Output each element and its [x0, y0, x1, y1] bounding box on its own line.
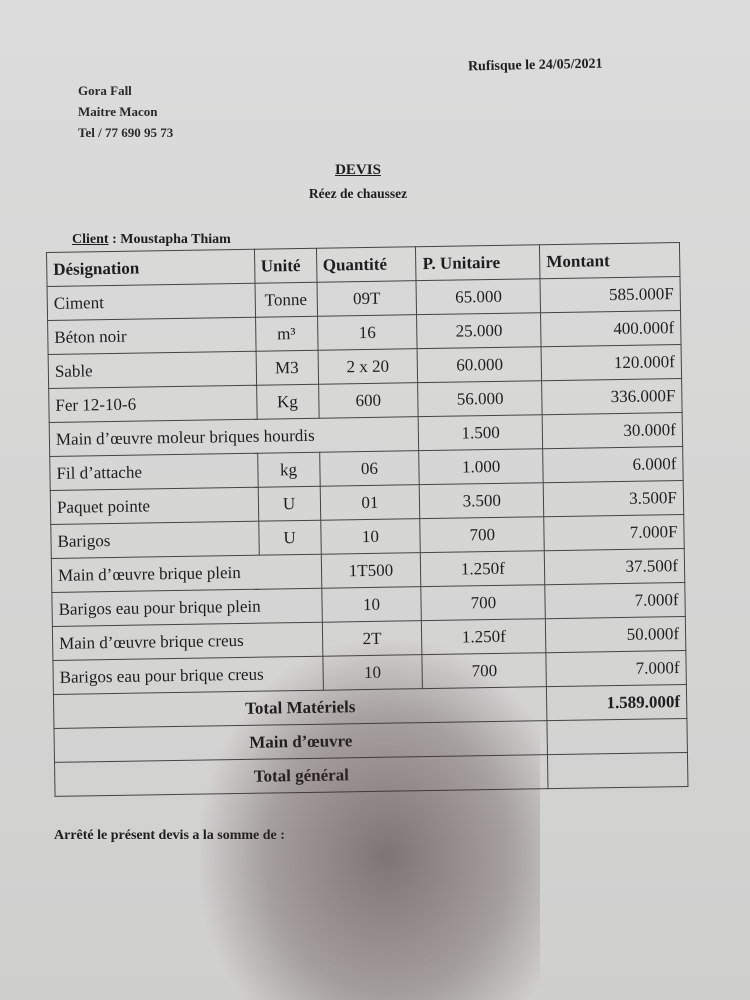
cell-designation: Sable	[48, 351, 257, 389]
cell-amount: 50.000f	[545, 616, 686, 653]
cell-unit: m³	[255, 316, 318, 352]
cell-unit-price: 56.000	[418, 380, 543, 417]
client-line: Client : Moustapha Thiam	[72, 232, 231, 248]
cell-designation: Main d’œuvre brique creus	[52, 622, 323, 661]
cell-quantity: 06	[319, 450, 420, 487]
cell-unit: U	[258, 520, 321, 556]
footer-statement: Arrêté le présent devis a la somme de :	[54, 828, 285, 843]
cell-unit-price: 1.250f	[420, 550, 545, 587]
cell-designation: Barigos eau pour brique plein	[51, 588, 322, 627]
cell-quantity: 16	[317, 314, 418, 351]
cell-quantity: 09T	[316, 280, 417, 317]
cell-quantity: 01	[319, 484, 421, 521]
cell-designation: Fer 12-10-6	[48, 385, 257, 423]
cell-designation: Main d’œuvre moleur briques hourdis	[49, 416, 420, 457]
document-title: DEVIS	[335, 162, 381, 178]
cell-unit-price: 1.000	[419, 448, 544, 485]
cell-designation: Paquet pointe	[50, 487, 259, 525]
cell-unit: Kg	[256, 384, 319, 420]
quote-table: Désignation Unité Quantité P. Unitaire M…	[46, 242, 688, 797]
header-unit-price: P. Unitaire	[415, 244, 541, 281]
cell-amount: 37.500f	[544, 548, 685, 585]
header-unit: Unité	[254, 248, 317, 284]
cell-amount: 585.000F	[540, 276, 681, 313]
cell-amount: 7.000F	[543, 514, 685, 551]
cell-amount: 6.000f	[542, 446, 684, 483]
cell-amount: 7.000f	[544, 582, 686, 619]
cell-designation: Béton noir	[47, 317, 256, 355]
cell-unit-price: 60.000	[417, 346, 542, 383]
cell-unit-price: 700	[420, 516, 545, 553]
client-name: Moustapha Thiam	[120, 232, 231, 247]
sender-name: Gora Fall	[78, 83, 132, 98]
total-value	[547, 752, 688, 789]
cell-amount: 336.000F	[541, 378, 683, 415]
cell-unit: kg	[257, 452, 320, 488]
cell-amount: 7.000f	[546, 650, 687, 687]
total-value	[547, 718, 688, 755]
cell-unit: M3	[255, 350, 319, 386]
cell-unit-price: 25.000	[416, 312, 542, 349]
cell-unit-price: 1.250f	[421, 618, 547, 655]
cell-designation: Fil d’attache	[49, 453, 258, 491]
cell-quantity: 1T500	[320, 552, 422, 589]
cell-designation: Barigos eau pour brique creus	[52, 656, 323, 695]
cell-unit-price: 1.500	[418, 414, 543, 451]
client-separator: :	[108, 232, 121, 247]
total-value: 1.589.000f	[546, 684, 687, 721]
cell-unit-price: 700	[421, 584, 546, 621]
header-designation: Désignation	[46, 249, 255, 287]
sender-role: Maitre Macon	[78, 104, 158, 119]
cell-quantity: 10	[320, 518, 421, 555]
cell-designation: Barigos	[50, 521, 259, 559]
client-label: Client	[72, 232, 109, 247]
cell-amount: 400.000f	[540, 310, 682, 347]
sender-block: Gora Fall Maitre Macon Tel / 77 690 95 7…	[78, 80, 173, 143]
cell-quantity: 600	[318, 382, 419, 419]
place-date: Rufisque le 24/05/2021	[467, 56, 603, 75]
cell-unit-price: 65.000	[416, 278, 541, 315]
cell-amount: 30.000f	[542, 412, 683, 449]
sender-phone: Tel / 77 690 95 73	[78, 125, 174, 140]
cell-designation: Main d’œuvre brique plein	[51, 554, 322, 593]
cell-unit: U	[257, 486, 321, 522]
header-amount: Montant	[539, 242, 680, 279]
cell-amount: 120.000f	[541, 344, 682, 381]
total-label: Total général	[54, 754, 549, 797]
document-subtitle: Réez de chaussez	[308, 186, 408, 201]
header-quantity: Quantité	[315, 246, 417, 283]
cell-unit-price: 700	[422, 652, 547, 689]
cell-quantity: 2 x 20	[317, 348, 419, 385]
cell-quantity: 2T	[321, 620, 423, 657]
cell-quantity: 10	[321, 586, 422, 623]
cell-unit: Tonne	[254, 282, 318, 318]
cell-unit-price: 3.500	[419, 482, 544, 519]
cell-quantity: 10	[322, 654, 423, 691]
cell-amount: 3.500F	[543, 480, 684, 517]
cell-designation: Ciment	[47, 283, 256, 321]
